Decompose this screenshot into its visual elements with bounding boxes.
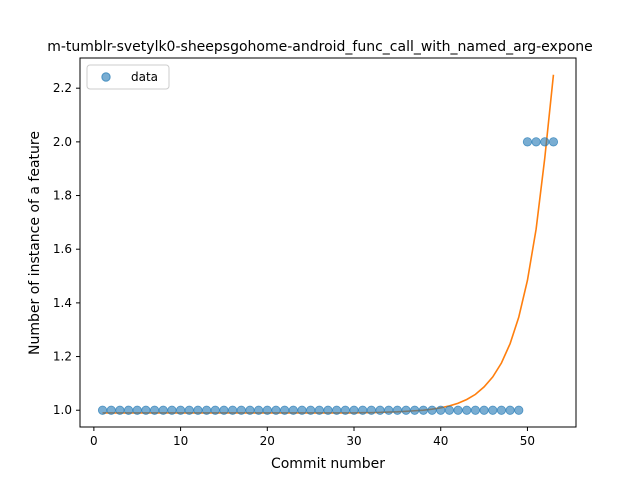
data-point <box>132 405 142 415</box>
data-point <box>149 405 160 415</box>
data-point <box>514 405 524 415</box>
legend-label: data <box>131 70 158 84</box>
data-point <box>323 405 333 415</box>
data-point <box>340 405 350 415</box>
data-point <box>314 405 324 415</box>
data-point <box>219 405 229 415</box>
legend-box <box>86 64 170 90</box>
data-point <box>548 137 559 147</box>
data-point <box>540 137 550 147</box>
data-point <box>97 405 108 415</box>
chart-title: m-tumblr-svetylk0-sheepsgohome-android_f… <box>47 39 593 55</box>
data-point <box>262 405 272 415</box>
data-point <box>444 405 454 415</box>
x-tick-label: 50 <box>520 434 535 448</box>
data-point <box>280 405 290 415</box>
data-point <box>297 405 307 415</box>
data-point <box>141 405 151 415</box>
data-point <box>271 405 281 415</box>
data-point <box>210 405 220 415</box>
y-tick-label: 1.4 <box>53 296 72 310</box>
data-point <box>123 405 134 415</box>
y-tick-label: 1.2 <box>53 350 72 364</box>
y-tick-label: 1.6 <box>53 242 72 256</box>
data-point <box>202 405 212 415</box>
data-point <box>410 405 420 415</box>
data-point <box>254 405 264 415</box>
data-point <box>522 137 533 147</box>
y-tick-label: 2.0 <box>53 135 72 149</box>
data-point <box>332 405 342 415</box>
data-point <box>115 405 125 415</box>
data-point <box>366 405 376 415</box>
x-axis-label: Commit number <box>271 456 385 472</box>
plot-frame <box>79 57 577 428</box>
data-point <box>158 405 168 415</box>
y-axis-label: Number of instance of a feature <box>27 131 43 355</box>
data-point <box>106 405 116 415</box>
x-tick-label: 0 <box>90 434 98 448</box>
data-point <box>245 405 255 415</box>
data-point <box>505 405 515 415</box>
y-tick-label: 1.8 <box>53 189 72 203</box>
data-point <box>436 405 446 415</box>
data-point <box>228 405 238 415</box>
data-point <box>392 405 402 415</box>
data-point <box>488 405 498 415</box>
data-point <box>384 405 394 415</box>
legend: data <box>86 64 170 90</box>
data-point <box>288 405 298 415</box>
data-point <box>470 405 481 415</box>
data-point <box>418 405 428 415</box>
data-point <box>375 405 385 415</box>
fit-line <box>102 74 555 414</box>
data-point <box>427 405 437 415</box>
data-point <box>479 405 489 415</box>
legend-marker <box>101 72 111 82</box>
y-tick-label: 1.0 <box>53 403 72 417</box>
data-point <box>193 405 203 415</box>
data-point <box>462 405 472 415</box>
data-point <box>401 405 411 415</box>
data-point <box>167 405 177 415</box>
data-point <box>175 405 186 415</box>
x-tick-label: 30 <box>346 434 361 448</box>
data-point <box>184 405 194 415</box>
x-tick-label: 20 <box>260 434 275 448</box>
data-point <box>349 405 359 415</box>
data-point <box>496 405 507 415</box>
data-point <box>531 137 541 147</box>
data-point <box>236 405 246 415</box>
x-tick-label: 40 <box>433 434 448 448</box>
x-tick-label: 10 <box>173 434 188 448</box>
data-point <box>358 405 368 415</box>
data-point <box>306 405 316 415</box>
y-tick-label: 2.2 <box>53 81 72 95</box>
data-point <box>453 405 463 415</box>
